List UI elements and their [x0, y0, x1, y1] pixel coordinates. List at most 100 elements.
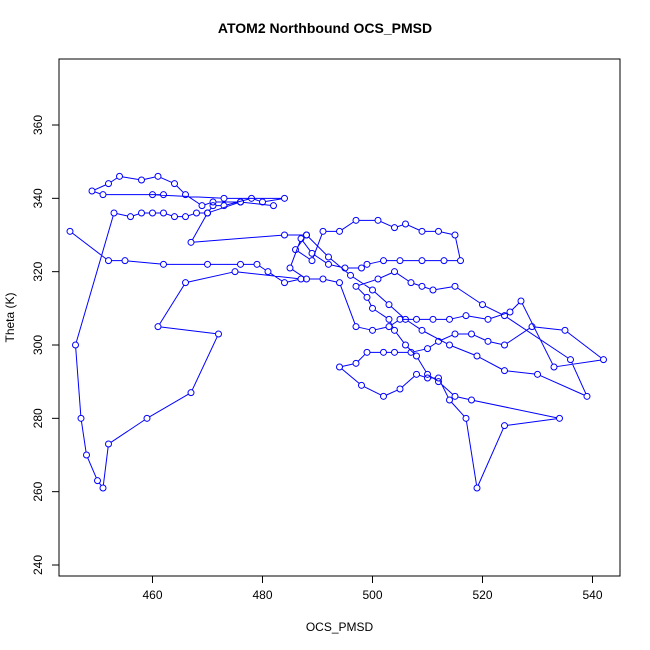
y-tick-label: 260 — [31, 481, 45, 501]
data-point — [407, 279, 415, 287]
data-point — [396, 385, 404, 393]
data-point — [501, 422, 508, 430]
data-point — [286, 264, 294, 272]
data-point — [209, 202, 217, 210]
chart-title: ATOM2 Northbound OCS_PMSD — [217, 20, 433, 36]
data-point — [105, 180, 112, 188]
y-tick-label: 240 — [31, 555, 45, 575]
data-point — [440, 257, 448, 265]
x-tick-label: 480 — [252, 588, 272, 602]
data-point — [550, 363, 558, 371]
data-point — [600, 356, 607, 364]
data-point — [220, 194, 228, 202]
data-point — [424, 370, 431, 378]
data-point — [363, 348, 371, 356]
data-point — [149, 191, 156, 199]
data-point — [583, 392, 591, 400]
data-point — [215, 330, 222, 338]
data-point — [385, 301, 393, 309]
data-point — [99, 484, 107, 492]
data-point — [336, 363, 343, 371]
data-point — [303, 231, 310, 239]
data-point — [352, 216, 360, 224]
data-point — [248, 194, 255, 202]
data-point — [77, 414, 85, 422]
data-point — [116, 172, 123, 180]
data-point — [391, 224, 398, 232]
data-point — [402, 341, 409, 349]
data-point — [501, 367, 508, 375]
data-point — [138, 176, 145, 184]
data-point — [237, 260, 244, 268]
x-tick-label: 460 — [142, 588, 162, 602]
data-point — [380, 348, 387, 356]
data-point — [418, 326, 426, 334]
data-point — [105, 257, 112, 265]
data-point — [182, 279, 189, 287]
data-point — [94, 477, 101, 485]
data-point — [253, 260, 261, 268]
plot-frame — [58, 58, 621, 577]
data-point — [308, 257, 316, 265]
data-point — [451, 392, 459, 400]
data-point — [358, 264, 365, 272]
data-point — [567, 356, 574, 364]
data-point — [413, 352, 420, 360]
data-point — [424, 374, 431, 382]
data-point — [259, 198, 266, 206]
data-point — [336, 227, 343, 235]
data-point — [352, 282, 360, 290]
data-point — [187, 238, 195, 246]
data-point — [556, 414, 563, 422]
data-point — [413, 315, 420, 323]
data-point — [154, 172, 162, 180]
x-axis-title: OCS_PMSD — [306, 620, 374, 634]
data-point — [479, 301, 486, 309]
data-point — [374, 216, 382, 224]
data-point — [369, 326, 376, 334]
data-point — [88, 187, 96, 195]
data-point — [154, 323, 162, 331]
data-point — [473, 484, 481, 492]
data-point — [270, 202, 277, 210]
y-tick-label: 320 — [31, 261, 45, 281]
data-point — [424, 345, 431, 353]
data-point — [182, 213, 189, 221]
data-point — [457, 257, 464, 265]
data-point — [127, 213, 134, 221]
data-point — [198, 202, 206, 210]
data-point — [83, 451, 90, 459]
data-point — [380, 257, 387, 265]
data-point — [385, 323, 393, 331]
data-point — [308, 249, 316, 257]
y-tick-label: 340 — [31, 188, 45, 208]
data-point — [396, 257, 404, 265]
data-point — [264, 268, 272, 276]
data-point — [149, 209, 156, 217]
data-point — [325, 253, 332, 261]
data-point — [468, 330, 475, 338]
data-point — [319, 227, 327, 235]
series-line — [72, 176, 602, 486]
data-point — [391, 348, 398, 356]
data-point — [391, 268, 398, 276]
x-axis: 460 480 500 520 540 — [142, 576, 603, 602]
data-point — [473, 352, 481, 360]
data-point — [402, 220, 409, 228]
y-tick-label: 280 — [31, 408, 45, 428]
data-point — [429, 315, 437, 323]
data-point — [561, 326, 569, 334]
data-point — [319, 275, 327, 283]
data-point — [281, 279, 288, 287]
data-point — [110, 209, 118, 217]
data-point — [99, 191, 107, 199]
data-point — [72, 341, 79, 349]
data-point — [506, 308, 514, 316]
data-point — [204, 209, 211, 217]
data-point — [462, 312, 470, 320]
data-point — [528, 323, 536, 331]
data-point — [517, 297, 525, 305]
data-point — [220, 202, 228, 210]
data-point — [138, 209, 145, 217]
